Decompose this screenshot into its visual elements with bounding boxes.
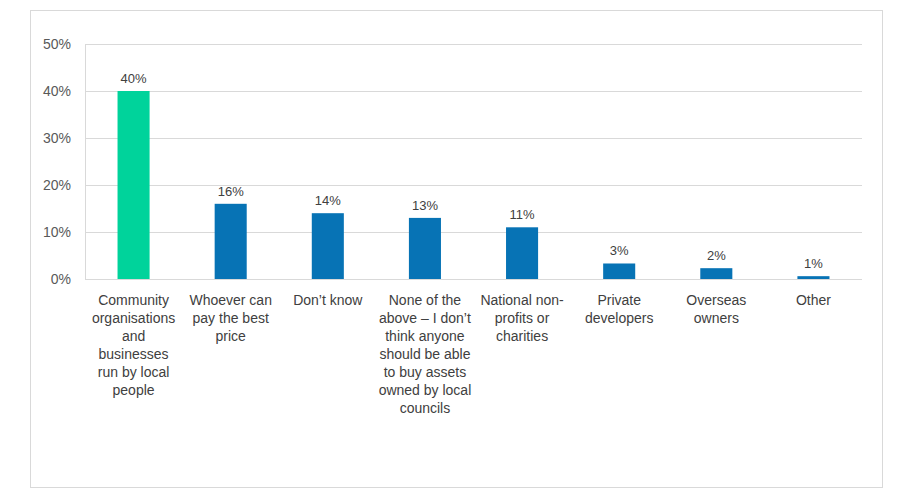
bar (797, 276, 829, 279)
data-label: 11% (510, 207, 535, 222)
data-label: 13% (412, 198, 438, 213)
grid-line (85, 91, 862, 92)
bar (506, 227, 538, 279)
x-tick-label-line: developers (585, 310, 654, 326)
x-tick: Private developers (585, 279, 654, 326)
bars (118, 91, 830, 279)
x-tick: Whoever can pay the best price (189, 279, 271, 344)
x-tick: Overseas owners (686, 279, 746, 326)
x-tick-label-line: councils (400, 400, 451, 416)
x-tick-label-line: owners (694, 310, 739, 326)
data-label: 16% (218, 184, 244, 199)
grid (85, 45, 862, 280)
x-tick: Other (796, 279, 831, 308)
x-tick-label: National non-profits or charities (480, 292, 564, 344)
y-tick-label: 20% (43, 177, 71, 193)
data-label: 2% (707, 248, 726, 263)
x-tick-label: Private developers (585, 292, 654, 326)
x-axis-domain (86, 279, 863, 280)
x-tick-label: Whoever can pay the best price (189, 292, 271, 344)
x-tick-label-line: National non- (480, 292, 564, 308)
y-tick-label: 50% (43, 36, 71, 52)
x-tick-label: Community organisations and businesses run b… (92, 292, 175, 398)
x-tick-label: Overseas owners (686, 292, 746, 326)
x-tick-label-line: people (113, 382, 155, 398)
grid-line (85, 279, 862, 280)
grid-line (85, 232, 862, 233)
bar (312, 213, 344, 279)
y-tick: 50% (43, 36, 85, 52)
grid-line (85, 44, 862, 45)
grid-line (85, 185, 862, 186)
grid-line (85, 138, 862, 139)
bar (603, 263, 635, 279)
x-tick: Community organisations and businesses run b… (92, 279, 175, 398)
y-tick: 20% (43, 177, 85, 193)
x-axis: Community organisations and businesses run b… (86, 279, 863, 416)
x-tick: National non-profits or charities (480, 279, 564, 344)
x-tick-label-line: Overseas (686, 292, 746, 308)
x-tick-label-line: above – I don’t (379, 310, 471, 326)
bar (118, 91, 150, 279)
x-tick-label: Don’t know (293, 292, 363, 308)
x-tick-label-line: Community (98, 292, 169, 308)
bar (215, 204, 247, 279)
x-tick-label-line: run by local (98, 364, 170, 380)
x-axis-line (85, 279, 862, 280)
x-tick-label-line: Don’t know (293, 292, 363, 308)
x-tick-label-line: to buy assets (384, 364, 467, 380)
data-labels: 40% 16% 14% 13% 11% 3% 2% 1% (121, 71, 824, 271)
y-tick-label: 0% (51, 271, 71, 287)
x-tick-label-line: Other (796, 292, 831, 308)
data-label: 3% (610, 243, 629, 258)
x-tick-label-line: Whoever can (189, 292, 271, 308)
x-tick-label: None of the above – I don’t think anyone sh… (379, 292, 472, 416)
x-tick-label-line: profits or (495, 310, 550, 326)
x-tick-label-line: price (216, 328, 247, 344)
y-tick-label: 10% (43, 224, 71, 240)
x-tick-label-line: businesses (99, 346, 169, 362)
x-tick-label-line: think anyone (385, 328, 465, 344)
x-tick-label-line: owned by local (379, 382, 472, 398)
y-axis-line (85, 45, 86, 280)
x-tick: None of the above – I don’t think anyone sh… (379, 279, 472, 416)
x-tick-label-line: organisations (92, 310, 175, 326)
y-axis: 0% 10% 20% 30% 40% 50% (43, 36, 86, 287)
x-tick-label-line: pay the best (193, 310, 269, 326)
y-tick-label: 30% (43, 130, 71, 146)
x-tick-label: Other (796, 292, 831, 308)
y-tick: 40% (43, 83, 85, 99)
x-tick-label-line: None of the (389, 292, 462, 308)
x-tick: Don’t know (293, 279, 363, 308)
y-tick: 0% (51, 271, 85, 287)
bar (700, 268, 732, 279)
data-label: 14% (315, 193, 341, 208)
x-tick-label-line: and (122, 328, 145, 344)
y-tick: 30% (43, 130, 85, 146)
x-tick-label-line: Private (597, 292, 641, 308)
chart-frame (31, 11, 883, 488)
data-label: 40% (121, 71, 147, 86)
x-tick-label-line: charities (496, 328, 548, 344)
y-tick-label: 40% (43, 83, 71, 99)
x-tick-label-line: should be able (379, 346, 470, 362)
bar (409, 218, 441, 279)
chart: 0% 10% 20% 30% 40% 50% 40% 16% 14% 13% 11% 3% 2% 1% Co… (0, 0, 909, 502)
y-tick: 10% (43, 224, 85, 240)
data-label: 1% (804, 256, 823, 271)
